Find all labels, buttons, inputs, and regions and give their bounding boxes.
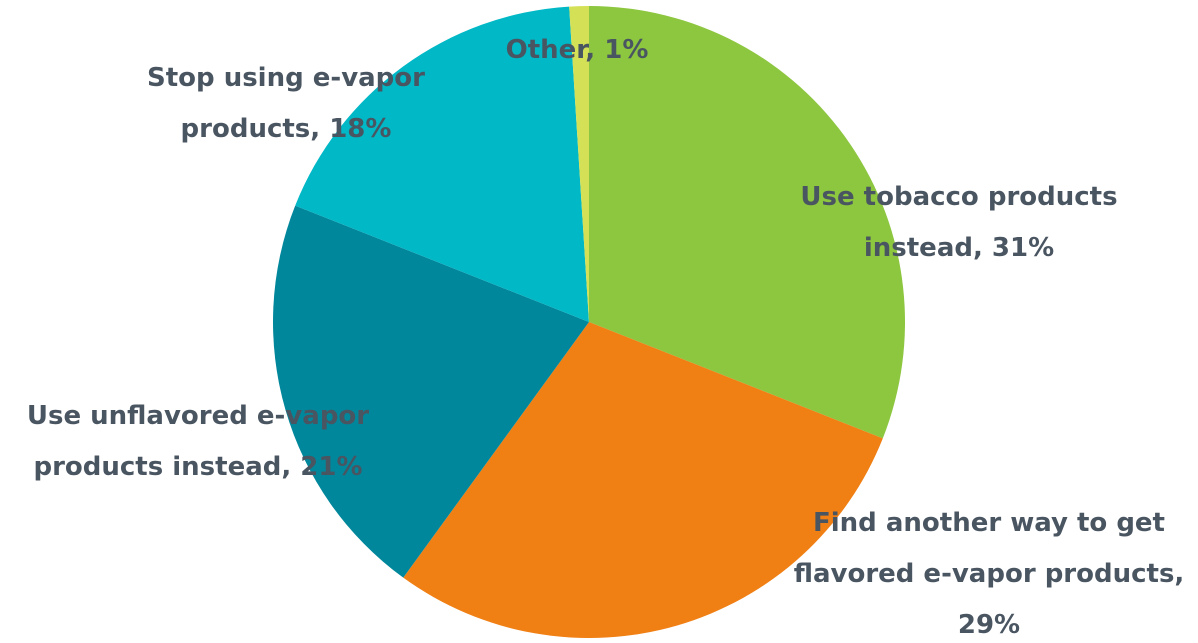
slice-label-1-line-1: Use tobacco products [800, 182, 1117, 212]
slice-label-2-line-2: flavored e-vapor products, [794, 559, 1185, 589]
slice-label-2-line-1: Find another way to get [813, 508, 1165, 538]
slice-label-4-line-1: Stop using e-vapor [147, 63, 425, 93]
slice-label-3-line-1: Use unflavored e-vapor [27, 401, 369, 431]
slice-label-1-line-2: instead, 31% [864, 233, 1054, 263]
slice-label-4-line-2: products, 18% [181, 114, 392, 144]
pie-slice-4 [295, 6, 589, 323]
pie-slice-1 [589, 5, 906, 439]
slice-label-5-line-1: Other, 1% [506, 35, 649, 65]
pie-slice-5 [569, 5, 589, 322]
slice-label-3-line-2: products instead, 21% [33, 452, 362, 482]
pie-slice-2 [403, 322, 883, 639]
pie-slice-3 [272, 205, 589, 578]
slice-label-2-line-3: 29% [958, 610, 1020, 640]
